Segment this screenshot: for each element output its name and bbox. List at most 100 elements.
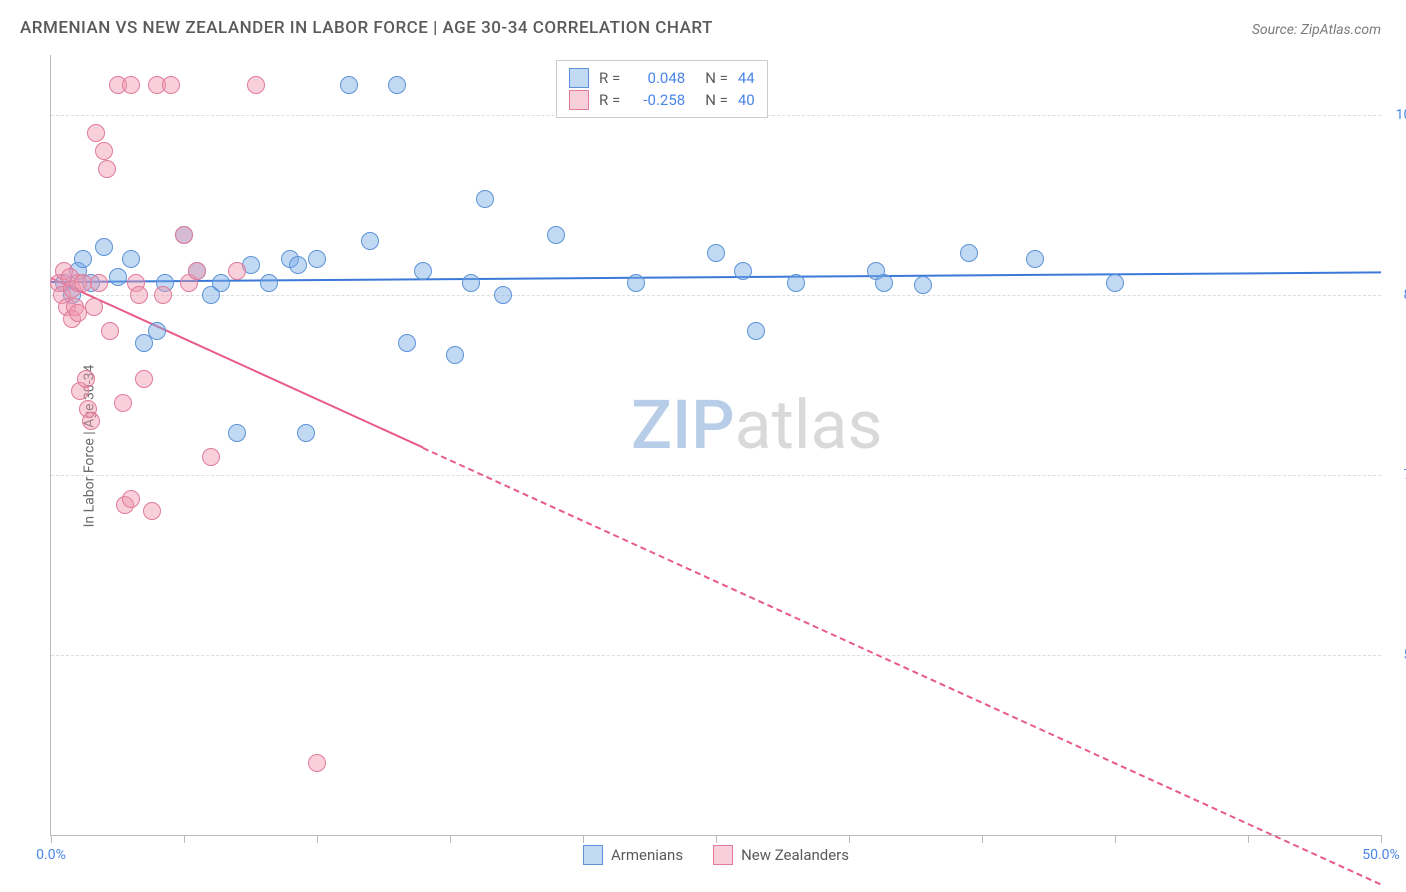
data-point	[260, 274, 278, 292]
data-point	[960, 244, 978, 262]
data-point	[175, 226, 193, 244]
x-tick	[51, 835, 52, 843]
gridline	[51, 295, 1381, 296]
data-point	[308, 754, 326, 772]
data-point	[148, 322, 166, 340]
n-value: 40	[738, 89, 755, 111]
data-point	[446, 346, 464, 364]
chart-title: ARMENIAN VS NEW ZEALANDER IN LABOR FORCE…	[20, 18, 713, 38]
watermark-atlas: atlas	[735, 385, 883, 465]
x-tick	[982, 835, 983, 843]
legend-swatch	[569, 90, 589, 110]
data-point	[90, 274, 108, 292]
data-point	[388, 76, 406, 94]
data-point	[98, 160, 116, 178]
x-tick-label: 50.0%	[1362, 847, 1400, 863]
x-tick	[716, 835, 717, 843]
watermark-zip: ZIP	[631, 385, 735, 465]
n-label: N =	[705, 67, 728, 89]
data-point	[289, 256, 307, 274]
data-point	[707, 244, 725, 262]
source-attribution: Source: ZipAtlas.com	[1252, 22, 1381, 38]
y-tick-label: 70.0%	[1391, 467, 1406, 483]
data-point	[547, 226, 565, 244]
y-tick-label: 100.0%	[1391, 107, 1406, 123]
data-point	[627, 274, 645, 292]
x-tick	[317, 835, 318, 843]
chart-container: ARMENIAN VS NEW ZEALANDER IN LABOR FORCE…	[0, 0, 1406, 892]
data-point	[74, 250, 92, 268]
plot-area: ZIPatlas 55.0%70.0%85.0%100.0%0.0%50.0%R…	[50, 55, 1381, 836]
series-legend-label: Armenians	[611, 846, 683, 864]
data-point	[85, 298, 103, 316]
x-tick	[450, 835, 451, 843]
data-point	[476, 190, 494, 208]
data-point	[787, 274, 805, 292]
data-point	[87, 124, 105, 142]
data-point	[77, 370, 95, 388]
watermark: ZIPatlas	[631, 385, 883, 465]
x-tick	[184, 835, 185, 843]
data-point	[82, 412, 100, 430]
data-point	[95, 238, 113, 256]
data-point	[875, 274, 893, 292]
data-point	[361, 232, 379, 250]
data-point	[122, 250, 140, 268]
data-point	[734, 262, 752, 280]
series-legend-label: New Zealanders	[741, 846, 849, 864]
data-point	[297, 424, 315, 442]
data-point	[414, 262, 432, 280]
x-tick	[849, 835, 850, 843]
data-point	[202, 448, 220, 466]
y-tick-label: 55.0%	[1391, 647, 1406, 663]
data-point	[1026, 250, 1044, 268]
trend-line	[423, 447, 1381, 885]
data-point	[188, 262, 206, 280]
legend-swatch	[569, 68, 589, 88]
data-point	[1106, 274, 1124, 292]
r-value: 0.048	[630, 67, 685, 89]
x-tick-label: 0.0%	[36, 847, 66, 863]
data-point	[143, 502, 161, 520]
gridline	[51, 655, 1381, 656]
data-point	[122, 76, 140, 94]
data-point	[122, 490, 140, 508]
data-point	[462, 274, 480, 292]
legend-swatch	[583, 845, 603, 865]
data-point	[340, 76, 358, 94]
data-point	[308, 250, 326, 268]
r-value: -0.258	[630, 89, 685, 111]
data-point	[135, 370, 153, 388]
x-tick	[1381, 835, 1382, 843]
data-point	[228, 262, 246, 280]
y-tick-label: 85.0%	[1391, 287, 1406, 303]
data-point	[114, 394, 132, 412]
series-legend-item: New Zealanders	[713, 845, 849, 865]
n-value: 44	[738, 67, 755, 89]
n-label: N =	[705, 89, 728, 111]
x-tick	[1248, 835, 1249, 843]
gridline	[51, 475, 1381, 476]
data-point	[154, 286, 172, 304]
data-point	[914, 276, 932, 294]
legend-swatch	[713, 845, 733, 865]
r-label: R =	[599, 89, 620, 111]
data-point	[212, 274, 230, 292]
series-legend-item: Armenians	[583, 845, 683, 865]
stats-legend-row: R = -0.258 N = 40	[569, 89, 755, 111]
stats-legend: R = 0.048 N = 44 R = -0.258 N = 40	[556, 60, 768, 118]
data-point	[130, 286, 148, 304]
stats-legend-row: R = 0.048 N = 44	[569, 67, 755, 89]
data-point	[228, 424, 246, 442]
data-point	[162, 76, 180, 94]
data-point	[747, 322, 765, 340]
x-tick	[583, 835, 584, 843]
x-tick	[1115, 835, 1116, 843]
data-point	[247, 76, 265, 94]
data-point	[101, 322, 119, 340]
data-point	[494, 286, 512, 304]
data-point	[398, 334, 416, 352]
r-label: R =	[599, 67, 620, 89]
series-legend: Armenians New Zealanders	[583, 845, 849, 865]
data-point	[109, 268, 127, 286]
